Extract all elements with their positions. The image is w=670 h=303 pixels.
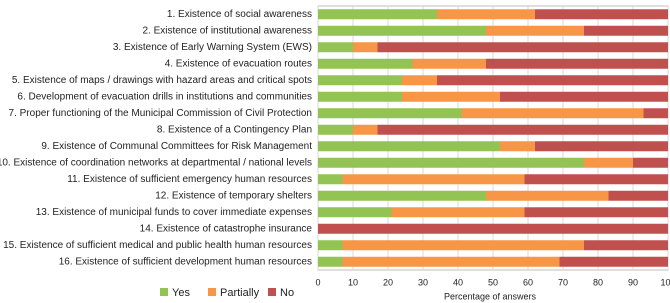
bar-segment (342, 240, 584, 251)
y-tick-label: 8. Existence of a Contingency Plan (157, 124, 312, 135)
y-tick-label: 15. Existence of sufficient medical and … (3, 240, 312, 251)
bar-segment (377, 42, 668, 53)
bar-segment (342, 256, 560, 267)
bar-segment (391, 207, 525, 218)
bar-segment (318, 207, 392, 218)
bar-segment (437, 75, 668, 86)
bar-segment (318, 157, 584, 168)
bar-segment (584, 25, 668, 36)
bar-segment (402, 75, 437, 86)
bar-segment (412, 58, 486, 69)
bar-segment (353, 124, 378, 135)
legend-label: No (280, 287, 294, 299)
bar-segment (437, 9, 535, 20)
x-tick-label: 60 (523, 277, 533, 287)
bar-segment (318, 256, 343, 267)
y-tick-label: 14. Existence of catastrophe insurance (140, 223, 313, 234)
bar-segment (461, 108, 644, 119)
bar-segment (353, 42, 378, 53)
legend-label: Yes (172, 287, 190, 299)
y-tick-label: 10. Existence of coordination networks a… (0, 157, 312, 168)
x-tick-label: 30 (418, 277, 428, 287)
y-tick-label: 4. Existence of evacuation routes (165, 58, 312, 69)
bar-segment (318, 9, 437, 20)
bar-segment (342, 174, 525, 185)
bar-segment (318, 141, 500, 152)
bar-segment (318, 42, 353, 53)
x-tick-label: 0 (315, 277, 320, 287)
bar-segment (318, 58, 413, 69)
bar-segment (643, 108, 668, 119)
legend-label: Partially (220, 287, 260, 299)
y-tick-label: 3. Existence of Early Warning System (EW… (113, 42, 312, 53)
bar-segment (584, 157, 633, 168)
bar-segment (500, 141, 535, 152)
bar-segment (500, 91, 668, 102)
y-tick-label: 9. Existence of Communal Committees for … (41, 141, 312, 152)
bar-segment (318, 124, 353, 135)
y-tick-label: 7. Proper functioning of the Municipal C… (9, 108, 312, 119)
bar-segment (402, 91, 500, 102)
bar-segment (486, 58, 668, 69)
bar-segment (377, 124, 668, 135)
bar-segment (535, 141, 668, 152)
x-tick-label: 80 (593, 277, 603, 287)
x-tick-label: 70 (558, 277, 568, 287)
y-tick-label: 16. Existence of sufficient development … (59, 256, 312, 267)
y-tick-label: 2. Existence of institutional awareness (142, 25, 312, 36)
bar-segment (524, 174, 668, 185)
y-tick-label: 13. Existence of municipal funds to cove… (36, 207, 312, 218)
bar-segment (318, 223, 668, 234)
y-tick-label: 11. Existence of sufficient emergency hu… (67, 174, 312, 185)
y-tick-label: 12. Existence of temporary shelters (155, 190, 312, 201)
x-tick-label: 20 (383, 277, 393, 287)
y-tick-label: 6. Development of evacuation drills in i… (17, 91, 312, 102)
y-tick-label: 5. Existence of maps / drawings with haz… (12, 75, 312, 86)
bar-segment (318, 190, 486, 201)
x-tick-label: 40 (453, 277, 463, 287)
bar-segment (318, 91, 402, 102)
y-tick-label: 1. Existence of social awareness (167, 9, 312, 20)
bar-segment (318, 25, 486, 36)
bar-segment (486, 25, 584, 36)
bar-segment (535, 9, 668, 20)
bar-segment (318, 174, 343, 185)
bar-segment (584, 240, 668, 251)
bar-segment (633, 157, 668, 168)
x-tick-label: 10 (348, 277, 358, 287)
bar-segment (318, 108, 462, 119)
x-tick-label: 90 (628, 277, 638, 287)
x-tick-label: 50 (488, 277, 498, 287)
legend-swatch (208, 288, 216, 296)
legend-swatch (160, 288, 168, 296)
bar-segment (524, 207, 668, 218)
bar-segment (486, 190, 609, 201)
x-tick-label: 100 (660, 277, 670, 287)
x-axis-title: Percentage of answers (444, 291, 537, 301)
bar-segment (318, 75, 402, 86)
bar-segment (559, 256, 668, 267)
bar-segment (608, 190, 668, 201)
legend-swatch (268, 288, 276, 296)
bar-segment (318, 240, 343, 251)
